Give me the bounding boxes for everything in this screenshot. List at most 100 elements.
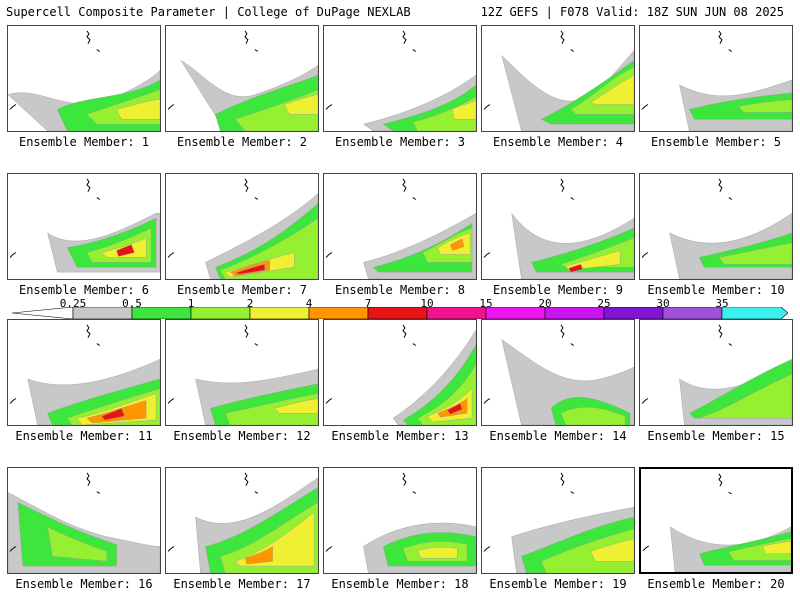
ensemble-member-map[interactable] [7,467,161,574]
coastline-mark [718,178,723,192]
colorbar-tick-label: 20 [538,297,552,310]
page-title: Supercell Composite Parameter | College … [6,5,411,19]
ensemble-member-map[interactable] [7,25,161,132]
ensemble-member-map[interactable] [7,173,161,280]
scp-contour-area [284,94,318,115]
coastline-mark [167,546,175,552]
coastline-mark [570,343,575,346]
scp-contour-map [167,178,318,279]
ensemble-member-map[interactable] [323,173,477,280]
scp-contour-area [452,100,476,120]
colorbar-segment [249,307,310,319]
scp-contour-area [417,546,458,559]
coastline-mark [570,491,575,494]
ensemble-member-label: Ensemble Member: 13 [331,429,469,443]
colorbar-tick-label: 0.5 [122,297,142,310]
ensemble-member-label: Ensemble Member: 7 [176,283,308,297]
ensemble-member-map[interactable] [165,25,319,132]
ensemble-member-label: Ensemble Member: 6 [18,283,150,297]
colorbar-tick-label: 10 [420,297,434,310]
scp-contour-area [234,264,265,275]
colorbar-tick-label: 1 [187,297,195,310]
colorbar-tick-label: 15 [479,297,493,310]
ensemble-member-map[interactable] [165,319,319,426]
ensemble-member-map[interactable] [323,319,477,426]
coastline-mark [483,398,491,404]
coastline-mark [412,491,417,494]
coastline-mark [560,30,565,44]
ensemble-member-label: Ensemble Member: 20 [647,577,785,591]
coastline-mark [96,343,101,346]
scp-contour-map [8,472,160,573]
ensemble-member-label: Ensemble Member: 19 [489,577,627,591]
ensemble-member-label: Ensemble Member: 8 [334,283,466,297]
coastline-mark [641,398,649,404]
colorbar-segment [308,307,369,319]
scp-contour-area [234,89,318,131]
ensemble-member-map[interactable] [481,467,635,574]
scp-contour-area [234,511,315,567]
coastline-mark [254,197,259,200]
coastline-mark [244,178,249,192]
ensemble-member-map[interactable] [165,467,319,574]
colorbar-segment [485,307,546,319]
coastline-mark [9,104,17,110]
ensemble-member-map[interactable] [639,173,793,280]
scp-contour-area [718,242,792,265]
scp-contour-area [274,398,318,414]
scp-contour-map [9,178,160,273]
coastline-mark [86,30,91,44]
scp-contour-area [244,546,273,565]
ensemble-member-label: Ensemble Member: 11 [15,429,153,443]
scp-contour-map [325,472,476,573]
ensemble-member-label: Ensemble Member: 9 [492,283,624,297]
ensemble-member-map[interactable] [323,467,477,574]
ensemble-member-map[interactable] [639,467,793,574]
ensemble-member-label: Ensemble Member: 3 [334,135,466,149]
ensemble-member-map[interactable] [165,173,319,280]
scp-contour-area [450,238,465,251]
ensemble-member-map[interactable] [639,319,793,426]
coastline-mark [560,178,565,192]
ensemble-member-label: Ensemble Member: 16 [15,577,153,591]
ensemble-member-map[interactable] [639,25,793,132]
scp-contour-area [101,408,125,421]
coastline-mark [9,398,17,404]
coastline-mark [325,398,333,404]
coastline-mark [96,491,101,494]
scp-contour-area [116,99,160,120]
ensemble-member-label: Ensemble Member: 4 [492,135,624,149]
coastline-mark [96,197,101,200]
coastline-mark [167,398,175,404]
scp-contour-area [590,74,634,105]
coastline-mark [86,178,91,192]
ensemble-member-map[interactable] [323,25,477,132]
coastline-mark [244,324,249,338]
colorbar-segment [367,307,428,319]
scp-contour-area [540,528,634,573]
scp-contour-area [762,541,791,554]
coastline-mark [254,343,259,346]
coastline-mark [86,472,91,486]
ensemble-member-label: Ensemble Member: 5 [650,135,782,149]
coastline-mark [718,473,723,487]
ensemble-member-label: Ensemble Member: 10 [647,283,785,297]
coastline-mark [483,252,491,258]
coastline-mark [412,343,417,346]
ensemble-member-map[interactable] [481,25,635,132]
coastline-mark [254,49,259,52]
scp-contour-map [483,30,634,131]
coastline-mark [96,49,101,52]
coastline-mark [244,30,249,44]
coastline-mark [9,252,17,258]
colorbar-tick-label: 0.25 [59,297,87,310]
scp-contour-area [699,373,792,419]
scp-contour-map [167,30,318,131]
coastline-mark [325,252,333,258]
scp-contour-map [167,324,318,425]
colorbar-tick-label: 2 [246,297,254,310]
scp-contour-map [641,30,792,131]
ensemble-member-map[interactable] [7,319,161,426]
ensemble-member-map[interactable] [481,319,635,426]
ensemble-member-map[interactable] [481,173,635,280]
